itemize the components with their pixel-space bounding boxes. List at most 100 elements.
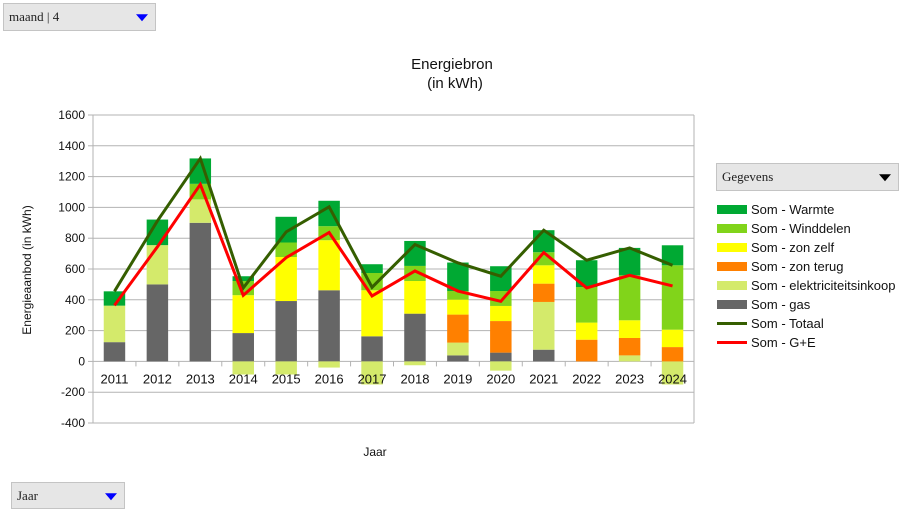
bars — [103, 158, 684, 385]
legend-swatch — [717, 300, 747, 309]
bar-segment-gas-2016 — [318, 290, 340, 362]
bar-segment-elektriciteitsinkoop-2021 — [533, 301, 555, 350]
y-tick-label: -200 — [61, 385, 85, 399]
legend-label: Som - Totaal — [751, 316, 824, 331]
page-filter-label: maand | 4 — [9, 9, 60, 24]
legend: Som - Warmte Som - Winddelen Som - zon zel… — [717, 200, 896, 352]
bar-segment-winddelen-2019 — [447, 291, 469, 300]
legend-swatch — [717, 322, 747, 325]
bar-segment-elektriciteitsinkoop-2014 — [232, 361, 254, 375]
bar-segment-gas-2012 — [146, 284, 169, 362]
bar-segment-elektriciteitsinkoop-2024 — [661, 361, 684, 385]
legend-label: Som - elektriciteitsinkoop — [751, 278, 896, 293]
bar-segment-zon-zelf-2016 — [318, 240, 340, 291]
bar-segment-gas-2015 — [275, 301, 297, 362]
bar-segment-gas-2011 — [103, 342, 126, 362]
legend-label: Som - gas — [751, 297, 811, 312]
bar-segment-zon-terug-2022 — [575, 339, 598, 362]
legend-item: Som - G+E — [717, 333, 896, 352]
x-tick-label: 2023 — [615, 371, 644, 386]
legend-item: Som - Winddelen — [717, 219, 896, 238]
bar-segment-warmte-2017 — [361, 264, 383, 274]
x-tick-label: 2013 — [186, 371, 215, 386]
legend-swatch — [717, 205, 747, 214]
bar-segment-zon-zelf-2018 — [404, 281, 426, 314]
page-filter-dropdown[interactable]: maand | 4 — [3, 3, 156, 31]
bar-segment-winddelen-2023 — [618, 275, 641, 321]
bar-segment-gas-2018 — [404, 313, 426, 362]
line-series-g-e — [113, 181, 673, 307]
legend-item: Som - Totaal — [717, 314, 896, 333]
bar-segment-gas-2017 — [361, 336, 383, 362]
bar-segment-zon-zelf-2023 — [618, 320, 641, 338]
y-tick-label: 1400 — [58, 139, 85, 153]
bar-segment-gas-2021 — [533, 349, 555, 362]
x-tick-label: 2022 — [572, 371, 601, 386]
legend-swatch — [717, 224, 747, 233]
dropdown-arrow-icon[interactable] — [136, 14, 148, 22]
x-tick-label: 2018 — [401, 371, 430, 386]
legend-label: Som - zon terug — [751, 259, 844, 274]
legend-swatch — [717, 243, 747, 252]
bar-segment-warmte-2014 — [232, 276, 254, 282]
y-tick-label: 1200 — [58, 170, 85, 184]
bar-segment-gas-2020 — [490, 352, 512, 362]
bar-segment-warmte-2022 — [575, 260, 598, 288]
bar-segment-zon-zelf-2020 — [490, 305, 512, 322]
bar-segment-winddelen-2022 — [575, 287, 598, 323]
x-tick-label: 2014 — [229, 371, 258, 386]
bar-segment-warmte-2015 — [275, 216, 297, 243]
bar-segment-zon-zelf-2019 — [447, 299, 469, 315]
legend-label: Som - Winddelen — [751, 221, 851, 236]
bar-segment-warmte-2019 — [447, 262, 469, 292]
line-series-totaal — [113, 155, 674, 293]
data-field-dropdown[interactable]: Gegevens — [716, 163, 899, 191]
bar-segment-winddelen-2018 — [404, 265, 426, 282]
bar-segment-zon-terug-2023 — [618, 337, 641, 356]
legend-item: Som - gas — [717, 295, 896, 314]
legend-item: Som - Warmte — [717, 200, 896, 219]
y-tick-label: 800 — [65, 231, 85, 245]
bar-segment-zon-terug-2021 — [533, 283, 555, 302]
bar-segment-gas-2014 — [232, 333, 254, 362]
x-tick-label: 2020 — [486, 371, 515, 386]
x-axis-label: Jaar — [363, 445, 386, 459]
x-tick-label: 2011 — [100, 371, 128, 386]
bar-segment-zon-zelf-2014 — [232, 295, 254, 334]
row-field-dropdown[interactable]: Jaar — [11, 482, 125, 509]
bar-segment-elektriciteitsinkoop-2020 — [490, 361, 512, 371]
y-axis-label: Energieaanbod (in kWh) — [20, 205, 34, 334]
bar-segment-warmte-2023 — [618, 247, 641, 276]
bar-segment-elektriciteitsinkoop-2019 — [447, 342, 469, 356]
bar-segment-elektriciteitsinkoop-2017 — [361, 361, 383, 385]
y-tick-label: 400 — [65, 293, 85, 307]
bar-segment-zon-terug-2024 — [661, 347, 684, 362]
bar-segment-gas-2019 — [447, 355, 469, 362]
legend-swatch — [717, 341, 747, 344]
legend-label: Som - Warmte — [751, 202, 835, 217]
chart-subtitle: (in kWh) — [427, 75, 483, 92]
y-tick-label: -400 — [61, 416, 85, 430]
chart-title: Energiebron — [411, 56, 493, 73]
legend-label: Som - zon zelf — [751, 240, 835, 255]
bar-segment-zon-zelf-2021 — [533, 265, 555, 284]
bar-segment-elektriciteitsinkoop-2011 — [103, 305, 126, 343]
bar-segment-zon-zelf-2017 — [361, 290, 383, 337]
bar-segment-zon-zelf-2022 — [575, 322, 598, 340]
legend-label: Som - G+E — [751, 335, 816, 350]
bar-segment-elektriciteitsinkoop-2012 — [146, 245, 169, 285]
data-field-label: Gegevens — [722, 169, 774, 184]
bar-segment-gas-2013 — [189, 222, 212, 362]
bar-segment-zon-terug-2019 — [447, 314, 469, 343]
bar-segment-warmte-2021 — [533, 230, 555, 253]
bar-segment-winddelen-2024 — [661, 265, 684, 330]
x-tick-label: 2015 — [272, 371, 301, 386]
bar-segment-zon-zelf-2024 — [661, 329, 684, 348]
dropdown-arrow-icon[interactable] — [105, 492, 117, 500]
y-tick-label: 200 — [65, 324, 85, 338]
row-field-label: Jaar — [17, 487, 38, 503]
legend-item: Som - zon zelf — [717, 238, 896, 257]
dropdown-arrow-icon[interactable] — [879, 174, 891, 182]
x-tick-label: 2012 — [143, 371, 172, 386]
